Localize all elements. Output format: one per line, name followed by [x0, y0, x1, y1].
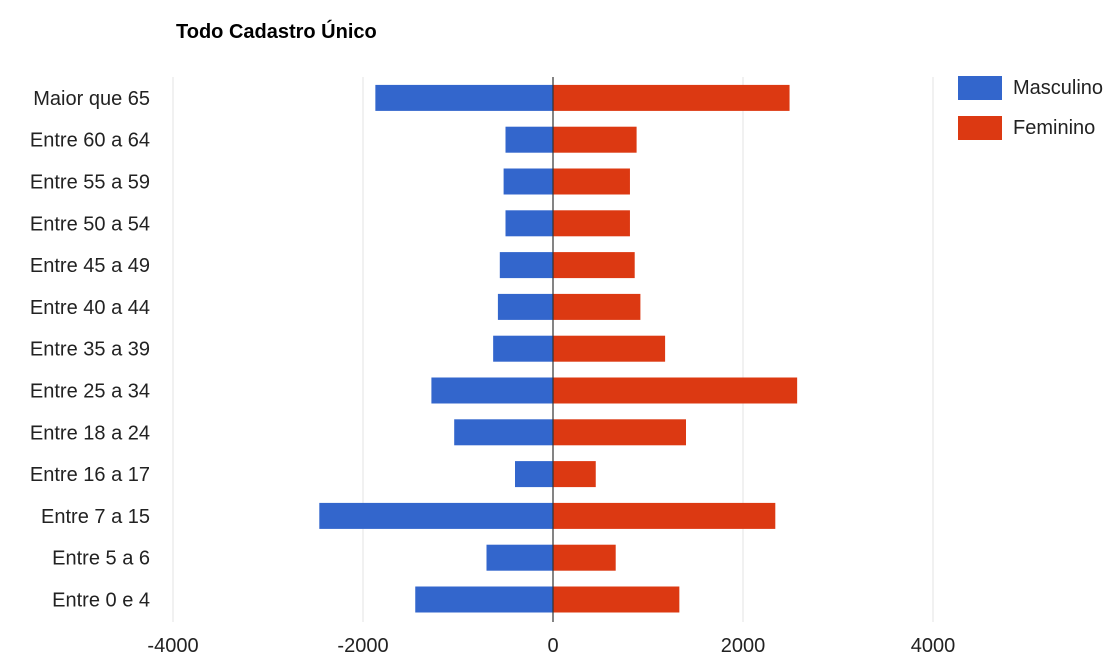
y-tick-label: Entre 0 e 4: [52, 590, 150, 612]
bar-feminino-entre-5-a-6[interactable]: [553, 544, 616, 571]
y-axis-labels: Maior que 65 Entre 60 a 64 Entre 55 a 59 En…: [30, 88, 150, 612]
bar-feminino-entre-7-a-15[interactable]: [553, 502, 776, 529]
bar-feminino-entre-16-a-17[interactable]: [553, 461, 596, 488]
bar-feminino-entre-50-a-54[interactable]: [553, 210, 630, 237]
legend-swatch: [958, 116, 1002, 140]
bar-feminino-entre-18-a-24[interactable]: [553, 419, 686, 446]
gridlines: [172, 77, 934, 622]
y-tick-label: Entre 25 a 34: [30, 381, 150, 403]
bar-masculino-entre-50-a-54[interactable]: [505, 210, 554, 237]
bars: [319, 84, 798, 613]
legend-item-feminino[interactable]: Feminino: [958, 116, 1095, 140]
x-tick-label: 4000: [911, 635, 956, 657]
y-tick-label: Entre 16 a 17: [30, 464, 150, 486]
bar-masculino-entre-55-a-59[interactable]: [503, 168, 553, 195]
bar-masculino-entre-60-a-64[interactable]: [505, 126, 554, 153]
y-tick-label: Entre 45 a 49: [30, 255, 150, 277]
bar-masculino-maior-que-65[interactable]: [375, 84, 553, 111]
bar-feminino-entre-0-e-4[interactable]: [553, 586, 680, 613]
legend[interactable]: Masculino Feminino: [958, 76, 1103, 140]
x-axis-labels: -4000 -2000 0 2000 4000: [147, 635, 955, 657]
bar-feminino-entre-25-a-34[interactable]: [553, 377, 798, 404]
y-tick-label: Entre 55 a 59: [30, 172, 150, 194]
y-tick-label: Entre 60 a 64: [30, 130, 150, 152]
bar-masculino-entre-40-a-44[interactable]: [497, 293, 553, 320]
legend-swatch: [958, 76, 1002, 100]
bar-feminino-maior-que-65[interactable]: [553, 84, 790, 111]
bar-feminino-entre-40-a-44[interactable]: [553, 293, 641, 320]
legend-label: Feminino: [1013, 117, 1095, 139]
chart-title: Todo Cadastro Único: [176, 19, 377, 43]
y-tick-label: Entre 5 a 6: [52, 548, 150, 570]
bar-masculino-entre-25-a-34[interactable]: [431, 377, 553, 404]
x-tick-label: 2000: [721, 635, 766, 657]
bar-feminino-entre-55-a-59[interactable]: [553, 168, 630, 195]
bar-feminino-entre-60-a-64[interactable]: [553, 126, 637, 153]
bar-masculino-entre-16-a-17[interactable]: [515, 461, 553, 488]
y-tick-label: Entre 35 a 39: [30, 339, 150, 361]
bar-masculino-entre-0-e-4[interactable]: [415, 586, 553, 613]
bar-masculino-entre-7-a-15[interactable]: [319, 502, 553, 529]
x-tick-label: 0: [547, 635, 558, 657]
bar-feminino-entre-35-a-39[interactable]: [553, 335, 666, 362]
bar-masculino-entre-18-a-24[interactable]: [454, 419, 553, 446]
x-tick-label: -2000: [337, 635, 388, 657]
legend-item-masculino[interactable]: Masculino: [958, 76, 1103, 100]
y-tick-label: Entre 40 a 44: [30, 297, 150, 319]
bar-feminino-entre-45-a-49[interactable]: [553, 252, 635, 279]
bar-masculino-entre-45-a-49[interactable]: [499, 252, 553, 279]
y-tick-label: Entre 18 a 24: [30, 422, 150, 444]
bar-masculino-entre-35-a-39[interactable]: [493, 335, 553, 362]
y-tick-label: Entre 50 a 54: [30, 213, 150, 235]
y-tick-label: Maior que 65: [33, 88, 150, 110]
y-tick-label: Entre 7 a 15: [41, 506, 150, 528]
x-tick-label: -4000: [147, 635, 198, 657]
bar-masculino-entre-5-a-6[interactable]: [486, 544, 554, 571]
legend-label: Masculino: [1013, 77, 1103, 99]
